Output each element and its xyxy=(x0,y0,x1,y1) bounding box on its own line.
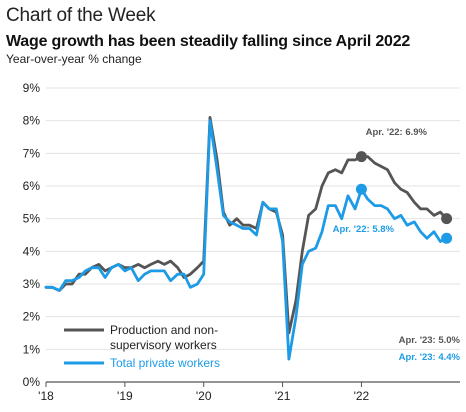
chart-kicker: Chart of the Week xyxy=(6,5,156,26)
data-label: Apr. '22: 6.9% xyxy=(366,127,428,138)
y-tick-label: 5% xyxy=(23,212,41,226)
y-tick-label: 0% xyxy=(23,375,41,389)
x-tick-label: '18 xyxy=(38,389,54,403)
y-tick-label: 9% xyxy=(23,81,41,95)
x-tick-label: '20 xyxy=(196,389,212,403)
data-label: Apr. '23: 5.0% xyxy=(399,335,461,346)
y-tick-label: 7% xyxy=(23,146,41,160)
data-label: Apr. '23: 4.4% xyxy=(399,352,461,363)
chart-title: Wage growth has been steadily falling si… xyxy=(6,33,411,50)
data-label: Apr. '22: 5.8% xyxy=(333,224,395,235)
x-axis-ticks: '18 '19 '20 '21 '22 xyxy=(38,382,370,403)
y-axis-ticks: 0% 1% 2% 3% 4% 5% 6% 7% 8% 9% xyxy=(23,81,41,389)
highlight-point xyxy=(355,183,367,195)
legend-label-total-private: Total private workers xyxy=(110,356,220,370)
chart-header: Chart of the Week Wage growth has been s… xyxy=(6,4,462,67)
legend-label-production: Production and non-supervisory workers xyxy=(110,323,218,352)
x-tick-label: '22 xyxy=(354,389,370,403)
series-line-total-private xyxy=(44,119,448,361)
x-tick-label: '21 xyxy=(275,389,291,403)
highlight-point xyxy=(441,232,453,244)
y-tick-label: 4% xyxy=(23,244,41,258)
highlight-points: Apr. '22: 6.9% Apr. '23: 5.0% Apr. '22: 5.… xyxy=(333,127,461,363)
y-tick-label: 8% xyxy=(23,114,41,128)
highlight-point xyxy=(441,213,453,225)
gridlines xyxy=(46,87,460,383)
series-lines xyxy=(44,116,448,361)
highlight-point xyxy=(355,151,367,163)
legend: Production and non-supervisory workers To… xyxy=(64,323,220,370)
x-tick-label: '19 xyxy=(117,389,133,403)
y-tick-label: 2% xyxy=(23,310,41,324)
y-tick-label: 6% xyxy=(23,179,41,193)
y-tick-label: 1% xyxy=(23,342,41,356)
y-axis-label: Year-over-year % change xyxy=(6,52,142,66)
y-tick-label: 3% xyxy=(23,277,41,291)
